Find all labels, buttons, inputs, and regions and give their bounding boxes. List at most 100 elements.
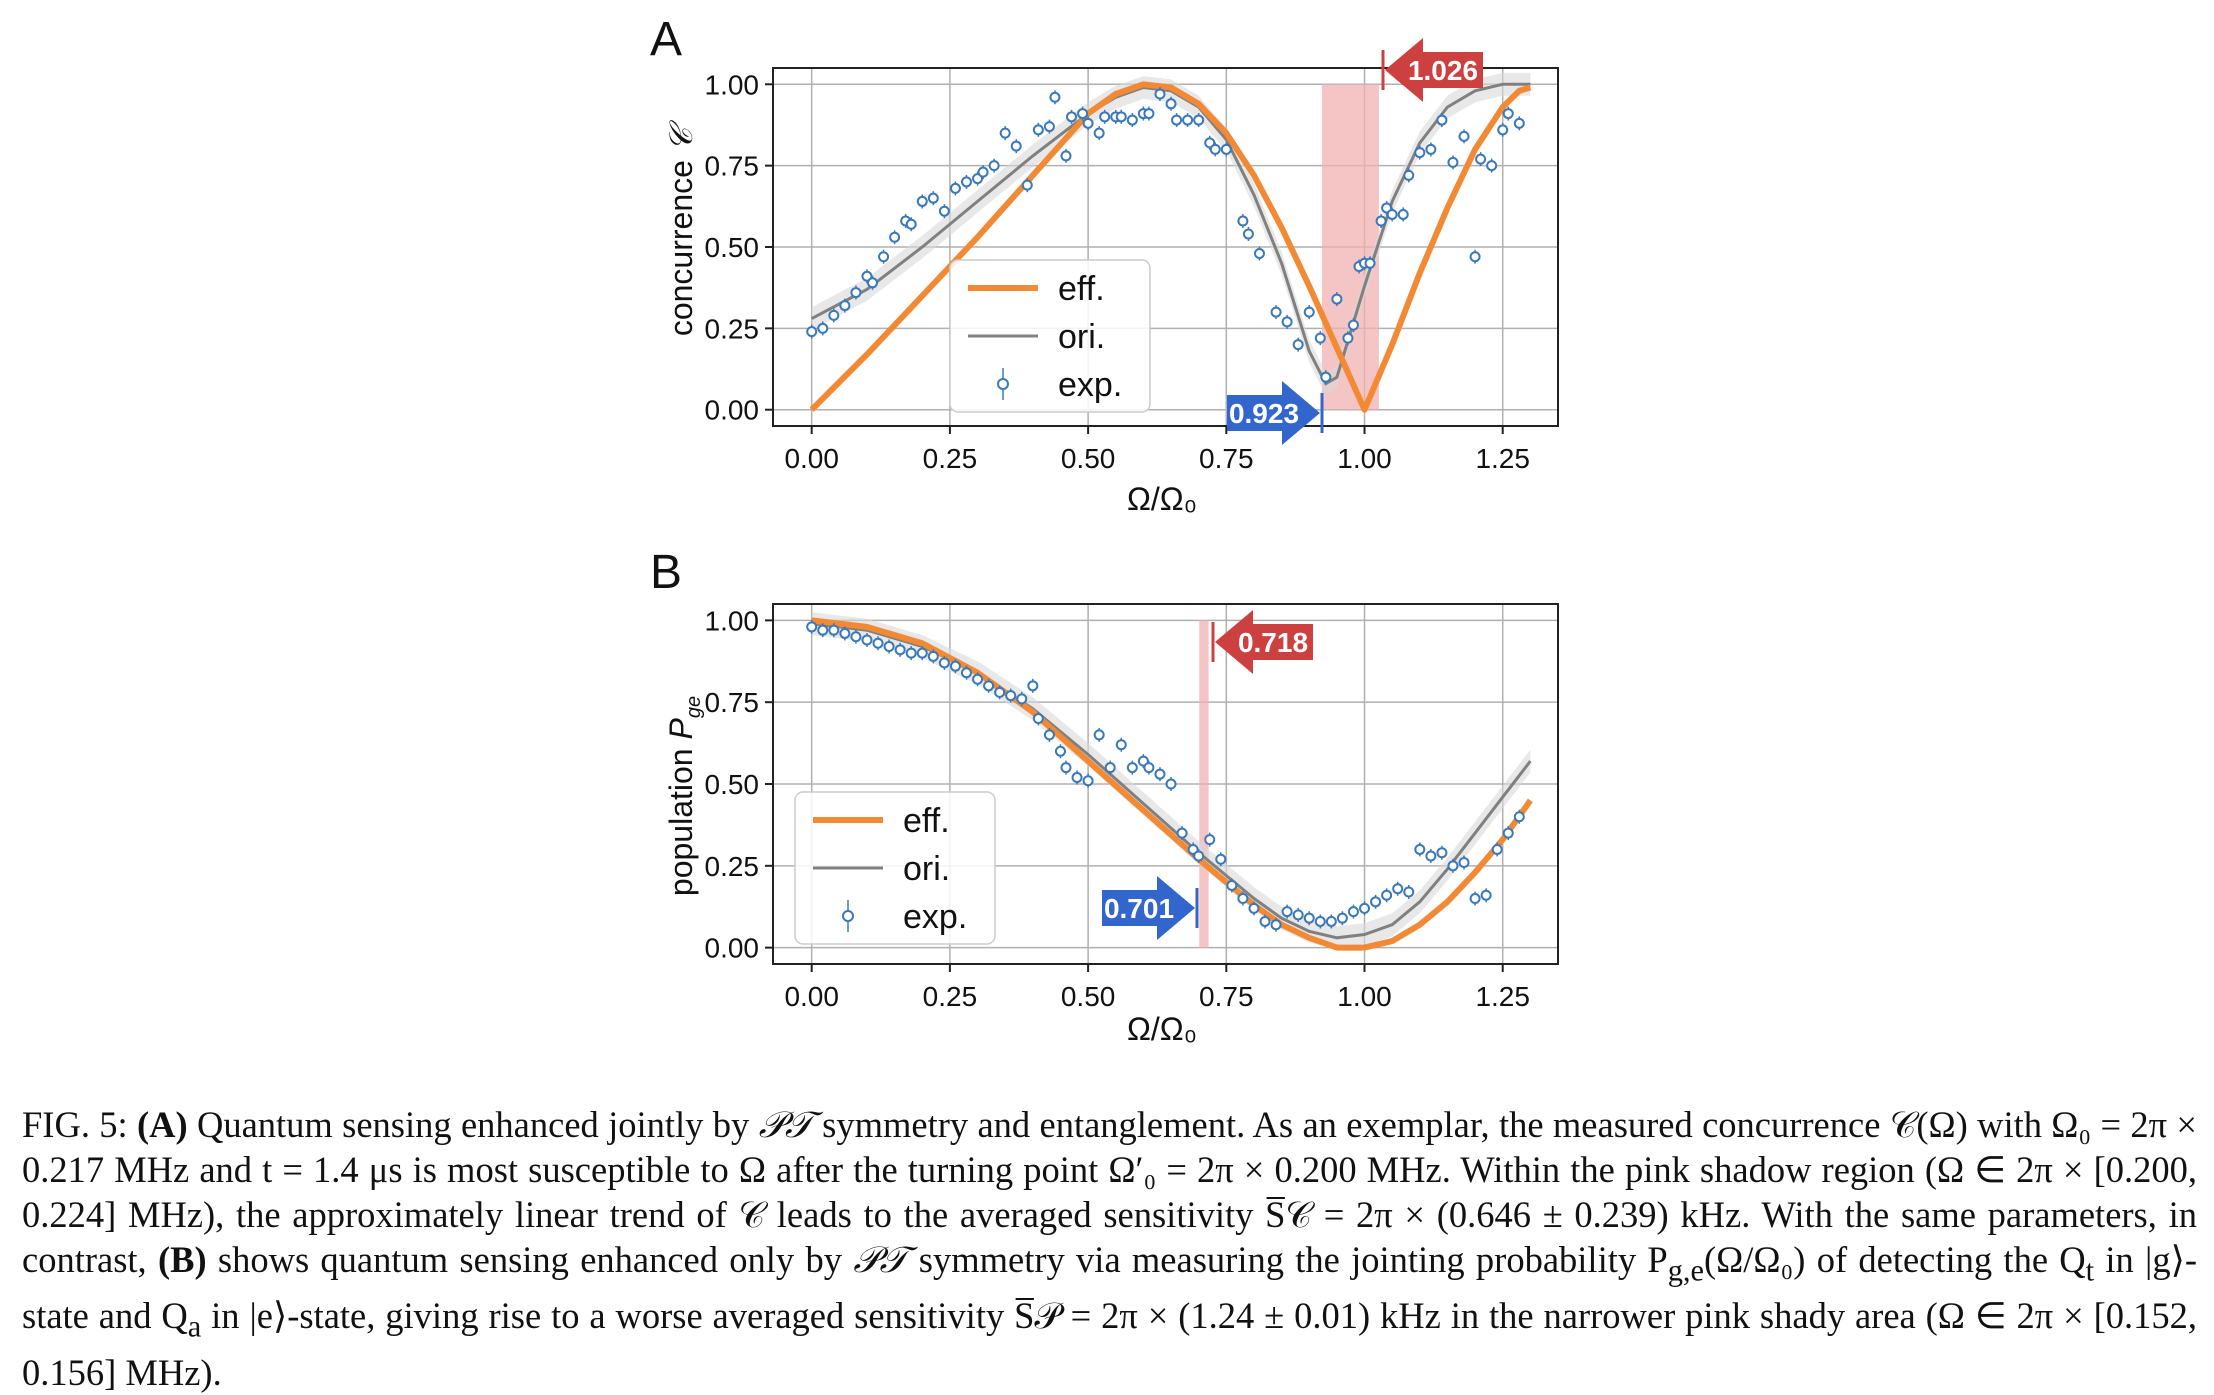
panel-b-exp-marker	[1154, 768, 1166, 780]
panel-b-exp-point	[1292, 907, 1304, 922]
panel-b-exp-point	[1325, 914, 1337, 929]
panel-b-exp-point	[1027, 678, 1039, 693]
panel-b-exp-point	[960, 665, 972, 680]
panel-a-exp-point	[1099, 109, 1111, 124]
panel-a-exp-marker	[1115, 111, 1127, 123]
panel-a-exp-point	[1093, 126, 1105, 141]
panel-a-exp-point	[1010, 139, 1022, 154]
panel-a-exp-point	[817, 321, 829, 336]
panel-a-legend-label: ori.	[1058, 318, 1105, 356]
panel-b-exp-marker	[1115, 739, 1127, 751]
panel-b-exp-marker	[994, 686, 1006, 698]
panel-b-exp-marker	[806, 621, 818, 633]
caption-pt-2: 𝒫𝒯	[853, 1239, 908, 1280]
panel-b-exp-point	[1259, 914, 1271, 929]
panel-a-exp-marker	[828, 309, 840, 321]
panel-a-exp-marker	[1375, 215, 1387, 227]
panel-b-exp-marker	[1027, 680, 1039, 692]
panel-b-exp-point	[1248, 901, 1260, 916]
panel-b-exp-point	[1154, 767, 1166, 782]
panel-b-exp-point	[1176, 826, 1188, 841]
panel-b-exp-point	[817, 623, 829, 638]
panel-a-exp-marker	[1502, 108, 1514, 120]
panel-a-exp-marker	[1165, 98, 1177, 110]
panel-a-exp-point	[999, 126, 1011, 141]
panel-b-exp-point	[938, 655, 950, 670]
panel-b-exp-marker	[1043, 729, 1055, 741]
panel-b-exp-marker	[1502, 827, 1514, 839]
caption-part-1: Quantum sensing enhanced jointly by	[187, 1104, 759, 1145]
panel-a-exp-marker	[949, 182, 961, 194]
panel-b-exp-marker	[894, 644, 906, 656]
panel-b-exp-point	[1414, 842, 1426, 857]
panel-b-legend-label: eff.	[903, 802, 950, 840]
panel-a-exp-point	[1021, 178, 1033, 193]
panel-b-exp-marker	[1215, 853, 1227, 865]
panel-b-legend-exp-swatch	[842, 910, 854, 922]
panel-a-exp-marker	[889, 231, 901, 243]
panel-b-exp-point	[1043, 727, 1055, 742]
panel-a-exp-point	[949, 181, 961, 196]
panel-a-right-marker-label: 1.026	[1408, 55, 1478, 86]
caption-b-label: (B)	[157, 1239, 207, 1280]
panel-a-exp-point	[1397, 207, 1409, 222]
panel-b-exp-point	[1082, 773, 1094, 788]
panel-a-exp-point	[828, 308, 840, 323]
panel-b-exp-point	[1425, 849, 1437, 863]
figure-caption: FIG. 5: (A) Quantum sensing enhanced joi…	[22, 1102, 2197, 1395]
panel-b-exp-point	[1054, 744, 1066, 759]
panel-a-exp-point	[1270, 305, 1282, 320]
panel-b-exp-point	[994, 685, 1006, 700]
panel-b-exp-marker	[1292, 909, 1304, 921]
panel-a-exp-marker	[1303, 306, 1315, 318]
panel-b-xtick-label: 0.00	[784, 981, 839, 1012]
panel-a-xtick-label: 1.00	[1337, 443, 1392, 474]
panel-b-exp-marker	[1248, 902, 1260, 914]
panel-b-exp-point	[1126, 760, 1138, 775]
panel-a-exp-marker	[1143, 108, 1155, 120]
panel-a-exp-point	[1469, 249, 1481, 264]
panel-a-exp-marker	[1331, 293, 1343, 305]
panel-b-exp-point	[1491, 842, 1503, 857]
panel-a-exp-point	[1375, 213, 1387, 228]
panel-b-exp-marker	[927, 650, 939, 662]
panel-a-exp-marker	[1220, 143, 1232, 155]
panel-b-exp-marker	[905, 647, 917, 659]
panel-b-exp-marker	[839, 627, 851, 639]
panel-a-ytick-label: 0.00	[705, 395, 760, 426]
panel-b-exp-marker	[828, 624, 840, 636]
panel-a-exp-point	[1331, 292, 1343, 307]
panel-a-exp-marker	[1253, 248, 1265, 260]
panel-a-exp-marker	[1193, 114, 1205, 126]
panel-b-exp-marker	[1469, 893, 1481, 905]
panel-b-xtick-label: 1.25	[1475, 981, 1530, 1012]
panel-b-exp-point	[1204, 832, 1216, 847]
panel-a-exp-marker	[1347, 319, 1359, 331]
panel-b-exp-point	[1115, 737, 1127, 752]
panel-b-exp-marker	[1016, 693, 1028, 705]
caption-sub-ge: g,e	[1667, 1253, 1704, 1288]
panel-b-exp-marker	[850, 631, 862, 643]
panel-b-xtick-label: 0.75	[1199, 981, 1254, 1012]
panel-b-exp-point	[894, 642, 906, 657]
panel-b-exp-marker	[1270, 919, 1282, 931]
panel-a-exp-marker	[905, 218, 917, 230]
panel-a-exp-point	[1143, 106, 1155, 121]
panel-a-legend	[949, 259, 1151, 413]
panel-a-exp-marker	[999, 127, 1011, 139]
panel-b-exp-point	[1469, 891, 1481, 906]
panel-a-xtick-label: 0.50	[1061, 443, 1116, 474]
panel-b-exp-marker	[1259, 915, 1271, 927]
panel-a-exp-point	[1165, 96, 1177, 111]
panel-b-exp-point	[916, 646, 928, 661]
panel-a-exp-point	[1060, 148, 1072, 163]
panel-a-exp-marker	[1436, 114, 1448, 126]
panel-b-xlabel: Ω/Ω₀	[1127, 1011, 1197, 1047]
panel-a-ytick-label: 0.25	[705, 313, 760, 344]
panel-b-exp-marker	[1480, 889, 1492, 901]
panel-b-exp-marker	[1281, 906, 1293, 918]
figure: A concurrence 𝒞 Ω/Ω₀ 0.00 0.25 0.50 0.75 1.0…	[650, 13, 1559, 1047]
panel-b-exp-marker	[1226, 879, 1238, 891]
caption-a-label: (A)	[136, 1104, 188, 1145]
panel-a-exp-marker	[1386, 208, 1398, 220]
